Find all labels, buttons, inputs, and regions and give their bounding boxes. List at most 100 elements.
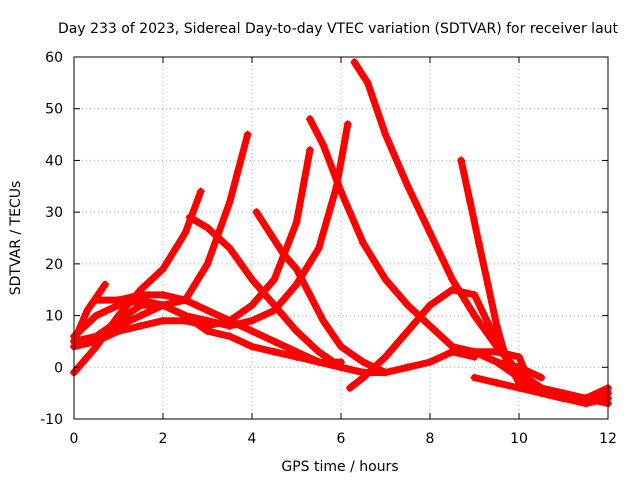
- y-tick-label: 60: [45, 50, 63, 66]
- data-point: [426, 301, 434, 310]
- data-point: [492, 378, 501, 387]
- data-point: [337, 187, 345, 196]
- data-point: [350, 58, 359, 67]
- data-point: [470, 311, 479, 320]
- data-point: [470, 290, 479, 299]
- series-line: [70, 120, 352, 345]
- data-point: [292, 347, 301, 356]
- data-point: [181, 228, 190, 237]
- data-point: [270, 337, 279, 346]
- data-point: [559, 394, 568, 403]
- grid: [74, 57, 608, 419]
- x-tick-label: 10: [510, 431, 528, 447]
- data-point: [248, 275, 256, 284]
- plot-area: [70, 58, 612, 408]
- data-point: [225, 197, 234, 206]
- data-point: [114, 296, 123, 305]
- data-point: [248, 301, 256, 310]
- data-point: [136, 290, 145, 299]
- data-point: [92, 332, 101, 341]
- data-point: [515, 352, 523, 361]
- y-tick-label: 30: [45, 205, 63, 221]
- series-line: [471, 348, 527, 371]
- data-point: [270, 301, 279, 310]
- chart-title: Day 233 of 2023, Sidereal Day-to-day VTE…: [58, 21, 619, 37]
- data-point: [466, 197, 475, 206]
- data-point: [381, 352, 390, 361]
- data-point: [270, 347, 279, 356]
- data-point: [203, 306, 212, 315]
- data-point: [426, 228, 434, 237]
- data-point: [243, 130, 252, 139]
- data-point: [359, 239, 368, 248]
- data-point: [314, 244, 323, 253]
- data-point: [305, 146, 314, 155]
- data-point: [426, 321, 434, 330]
- y-tick-label: 0: [54, 360, 63, 376]
- data-point: [305, 290, 314, 299]
- y-axis-label: SDTVAR / TECUs: [8, 181, 24, 296]
- y-tick-label: 40: [45, 153, 63, 169]
- data-point: [292, 265, 301, 274]
- series-track-12: [345, 285, 612, 403]
- data-point: [136, 311, 145, 320]
- data-point: [292, 280, 301, 289]
- data-point: [492, 358, 501, 367]
- data-point: [136, 321, 145, 330]
- data-point: [319, 316, 328, 325]
- data-point: [159, 316, 167, 325]
- data-point: [83, 306, 92, 315]
- data-point: [314, 358, 323, 367]
- data-point: [457, 156, 466, 165]
- data-point: [159, 290, 167, 299]
- x-tick-label: 6: [337, 431, 346, 447]
- data-point: [203, 327, 212, 336]
- series-track-15: [470, 347, 528, 372]
- data-point: [337, 363, 345, 372]
- series-track-16: [470, 373, 612, 408]
- data-point: [203, 316, 212, 325]
- data-point: [448, 347, 457, 356]
- data-point: [248, 342, 256, 351]
- data-point: [314, 347, 323, 356]
- data-point: [248, 316, 256, 325]
- data-point: [492, 321, 501, 330]
- data-point: [185, 213, 194, 222]
- data-point: [279, 249, 288, 258]
- series-track-13: [457, 156, 612, 403]
- data-point: [159, 265, 167, 274]
- y-tick-label: -10: [40, 412, 63, 428]
- data-point: [292, 218, 301, 227]
- y-tick-label: 20: [45, 257, 63, 273]
- data-point: [470, 347, 479, 356]
- series-track-2: [70, 187, 205, 377]
- data-point: [519, 363, 528, 372]
- data-point: [159, 301, 167, 310]
- data-point: [492, 347, 501, 356]
- data-point: [225, 332, 234, 341]
- data-point: [343, 120, 352, 129]
- x-tick-label: 4: [248, 431, 257, 447]
- data-point: [101, 280, 110, 289]
- data-point: [403, 182, 412, 191]
- data-point: [381, 275, 390, 284]
- data-point: [403, 301, 412, 310]
- data-point: [248, 327, 256, 336]
- data-point: [448, 275, 457, 284]
- data-point: [92, 311, 101, 320]
- data-point: [515, 373, 523, 382]
- data-point: [114, 327, 123, 336]
- data-point: [537, 373, 546, 382]
- data-point: [92, 296, 101, 305]
- data-point: [292, 327, 301, 336]
- y-axis: -10 0 10 20 30 40 50 60: [40, 50, 608, 428]
- data-point: [270, 275, 279, 284]
- data-point: [426, 358, 434, 367]
- data-point: [403, 327, 412, 336]
- x-tick-label: 0: [70, 431, 79, 447]
- data-point: [363, 78, 372, 87]
- data-point: [265, 228, 274, 237]
- data-point: [203, 223, 212, 232]
- x-tick-label: 12: [599, 431, 617, 447]
